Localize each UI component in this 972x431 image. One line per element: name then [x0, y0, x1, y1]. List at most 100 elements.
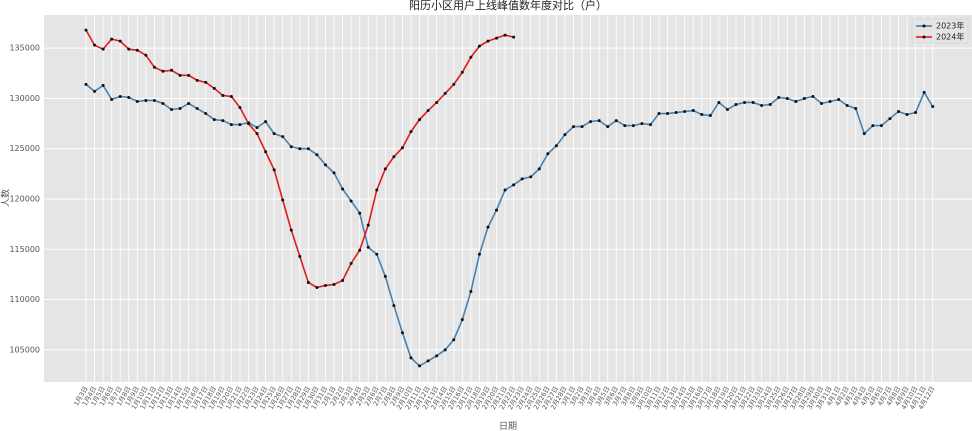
point-marker [802, 96, 806, 100]
legend-box [911, 18, 969, 44]
point-marker [443, 91, 447, 95]
point-marker [238, 123, 242, 127]
point-marker [178, 107, 182, 111]
point-marker [409, 130, 413, 134]
point-marker [597, 119, 601, 123]
point-marker [435, 354, 439, 358]
point-marker [700, 113, 704, 117]
point-marker [648, 123, 652, 127]
point-marker [554, 144, 558, 148]
point-marker [383, 167, 387, 171]
point-marker [760, 103, 764, 107]
point-marker [323, 283, 327, 287]
y-tick-label: 115000 [9, 245, 40, 254]
point-marker [358, 211, 362, 215]
point-marker [734, 102, 738, 106]
point-marker [426, 359, 430, 363]
point-marker [221, 119, 225, 123]
point-marker [657, 112, 661, 116]
y-tick-label: 105000 [9, 345, 40, 354]
point-marker [84, 28, 88, 32]
point-marker [460, 318, 464, 322]
point-marker [725, 108, 729, 112]
point-marker [127, 95, 131, 99]
y-tick-label: 130000 [9, 94, 40, 103]
point-marker [931, 104, 935, 108]
point-marker [563, 133, 567, 137]
point-marker [152, 98, 156, 102]
point-marker [418, 364, 422, 368]
point-marker [93, 89, 97, 93]
point-marker [341, 187, 345, 191]
point-marker [144, 53, 148, 57]
point-marker [486, 225, 490, 229]
point-marker [118, 39, 122, 43]
point-marker [170, 68, 174, 72]
point-marker [358, 248, 362, 252]
legend-label: 2023年 [936, 21, 964, 31]
point-marker [922, 90, 926, 94]
point-marker [392, 304, 396, 308]
point-marker [683, 110, 687, 114]
point-marker [264, 150, 268, 154]
point-marker [289, 228, 293, 232]
point-marker [161, 69, 165, 73]
point-marker [246, 122, 250, 126]
point-marker [84, 82, 88, 86]
point-marker [614, 119, 618, 123]
point-marker [571, 125, 575, 129]
point-marker [306, 280, 310, 284]
point-marker [306, 147, 310, 151]
point-marker [708, 114, 712, 118]
point-marker [238, 106, 242, 110]
point-marker [161, 101, 165, 105]
point-marker [341, 278, 345, 282]
point-marker [383, 274, 387, 278]
point-marker [135, 48, 139, 52]
point-marker [195, 107, 199, 111]
point-marker [127, 47, 131, 51]
point-marker [580, 125, 584, 129]
point-marker [281, 135, 285, 139]
point-marker [477, 44, 481, 48]
point-marker [400, 331, 404, 335]
point-marker [221, 93, 225, 97]
point-marker [879, 124, 883, 128]
legend-label: 2024年 [936, 32, 964, 42]
point-marker [204, 80, 208, 84]
point-marker [229, 94, 233, 98]
point-marker [255, 132, 259, 136]
point-marker [768, 102, 772, 106]
chart-title: 阳历小区用户上线峰值数年度对比（户） [409, 0, 607, 12]
legend-marker [922, 24, 926, 28]
point-marker [606, 125, 610, 129]
point-marker [811, 94, 815, 98]
point-marker [323, 163, 327, 167]
point-marker [503, 188, 507, 192]
point-marker [315, 153, 319, 157]
point-marker [777, 95, 781, 99]
point-marker [452, 338, 456, 342]
point-marker [640, 122, 644, 126]
point-marker [871, 124, 875, 128]
point-marker [452, 82, 456, 86]
point-marker [717, 100, 721, 104]
point-marker [828, 99, 832, 103]
point-marker [101, 47, 105, 51]
point-marker [392, 155, 396, 159]
point-marker [375, 188, 379, 192]
point-marker [520, 177, 524, 181]
point-marker [426, 109, 430, 113]
point-marker [751, 100, 755, 104]
plot-area [44, 15, 972, 382]
point-marker [101, 83, 105, 87]
y-tick-label: 110000 [9, 295, 40, 304]
point-marker [888, 117, 892, 121]
point-marker [477, 252, 481, 256]
point-marker [366, 223, 370, 227]
point-marker [409, 356, 413, 360]
y-tick-label: 125000 [9, 144, 40, 153]
point-marker [366, 245, 370, 249]
point-marker [349, 199, 353, 203]
